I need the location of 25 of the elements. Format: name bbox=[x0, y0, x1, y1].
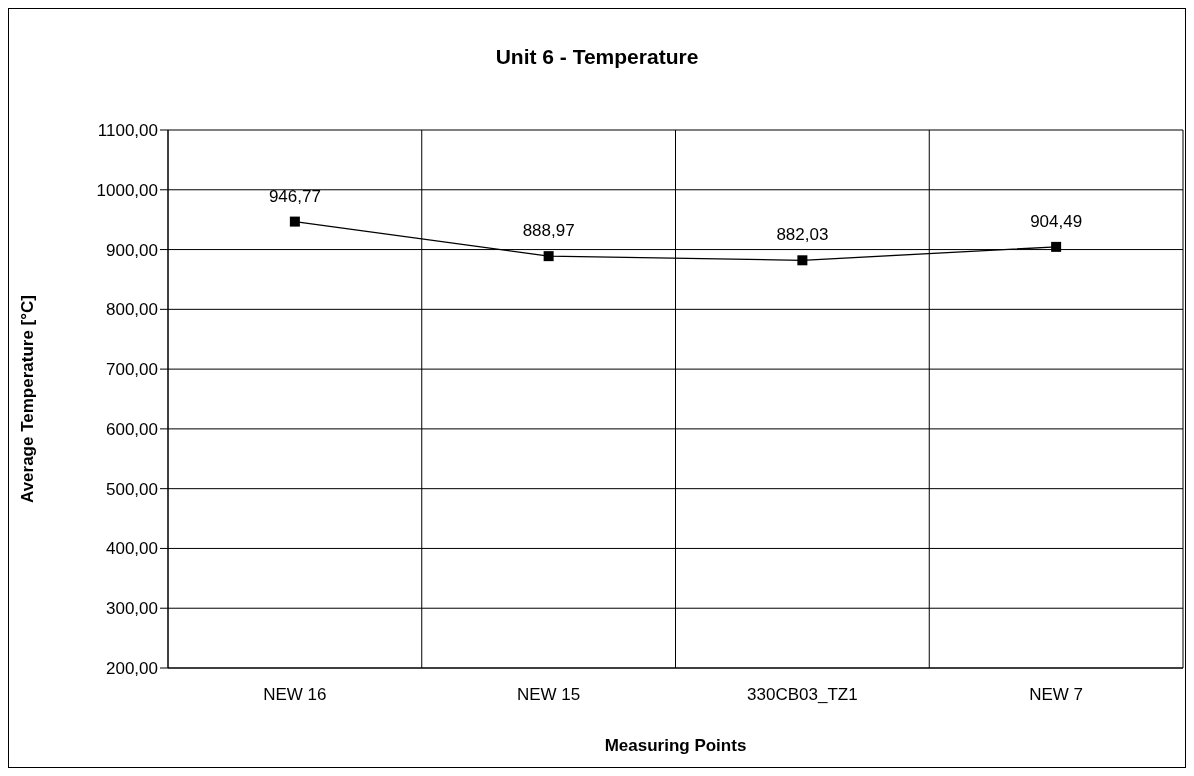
x-axis-title: Measuring Points bbox=[604, 736, 747, 755]
data-label: 946,77 bbox=[268, 186, 321, 206]
y-tick-label: 500,00 bbox=[106, 479, 158, 499]
y-tick-label: 1100,00 bbox=[97, 121, 158, 141]
y-tick-label: 800,00 bbox=[106, 300, 158, 320]
x-tick-label: NEW 15 bbox=[516, 685, 581, 705]
y-tick-label: 1000,00 bbox=[96, 180, 158, 200]
y-tick-label: 900,00 bbox=[106, 240, 158, 260]
chart-title: Unit 6 - Temperature bbox=[494, 45, 700, 69]
point bbox=[289, 216, 300, 227]
y-tick-label: 600,00 bbox=[106, 419, 158, 439]
x-tick-label: NEW 16 bbox=[263, 685, 327, 705]
y-tick-label: 300,00 bbox=[106, 599, 158, 619]
point bbox=[1051, 241, 1062, 252]
y-tick-label: 200,00 bbox=[106, 659, 158, 679]
y-tick-label: 700,00 bbox=[106, 360, 158, 380]
data-label: 882,03 bbox=[776, 225, 829, 245]
data-label: 904,49 bbox=[1030, 211, 1083, 231]
x-tick-label: NEW 7 bbox=[1029, 685, 1084, 705]
point bbox=[797, 255, 808, 266]
x-tick-label: 330CB03_TZ1 bbox=[747, 685, 858, 705]
y-axis-title: Average Temperature [°C] bbox=[18, 294, 38, 504]
data-label: 888,97 bbox=[522, 221, 575, 241]
point bbox=[543, 251, 554, 262]
y-tick-label: 400,00 bbox=[106, 539, 158, 559]
